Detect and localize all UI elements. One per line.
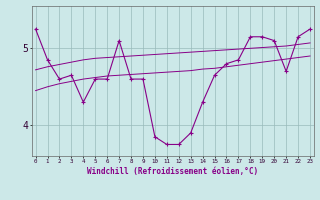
X-axis label: Windchill (Refroidissement éolien,°C): Windchill (Refroidissement éolien,°C) — [87, 167, 258, 176]
